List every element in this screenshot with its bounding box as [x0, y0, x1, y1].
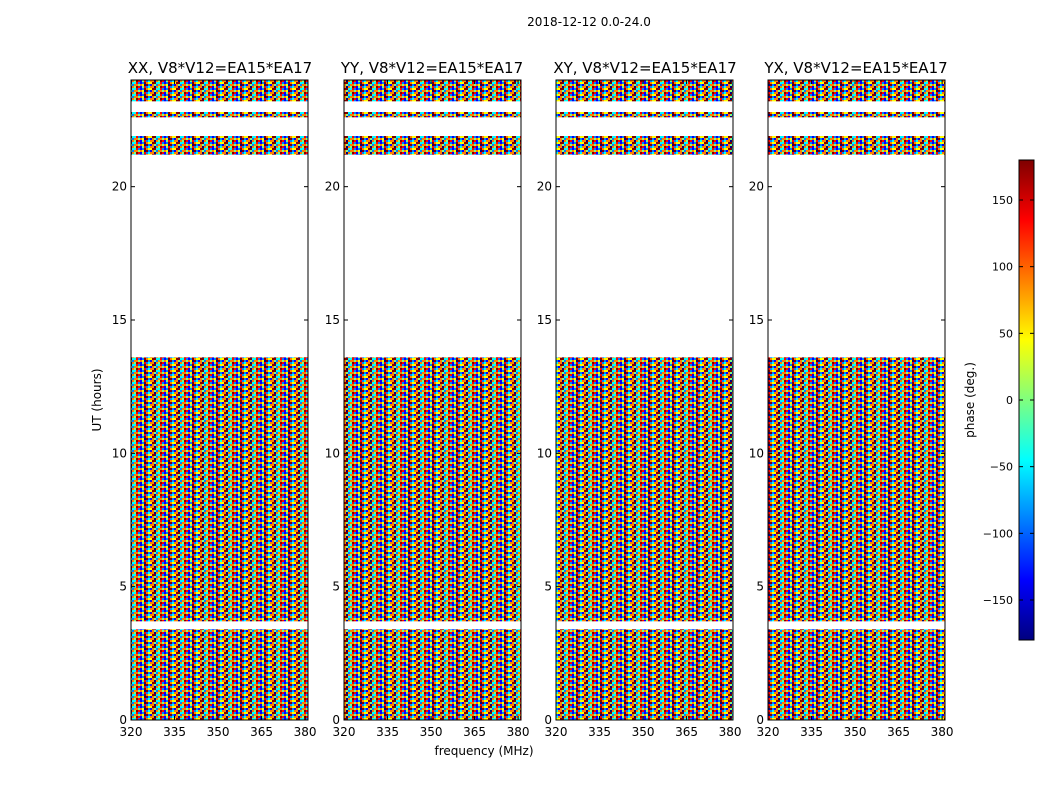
y-tick-label: 5: [119, 580, 127, 594]
y-tick-label: 0: [756, 713, 764, 727]
y-tick-label: 10: [112, 446, 127, 460]
x-tick-label: 380: [719, 725, 742, 739]
x-tick-label: 365: [463, 725, 486, 739]
colorbar-tick-label: 150: [992, 194, 1013, 207]
x-tick-label: 335: [163, 725, 186, 739]
data-band: [768, 357, 945, 622]
data-band: [131, 112, 308, 118]
panel-yy: YY, V8*V12=EA15*EA17: [340, 59, 523, 77]
data-band: [556, 136, 733, 155]
x-tick-label: 350: [420, 725, 443, 739]
y-tick-label: 15: [112, 313, 127, 327]
x-tick-label: 380: [294, 725, 317, 739]
data-band: [131, 357, 308, 622]
colorbar-tick-label: −50: [990, 461, 1013, 474]
y-tick-label: 15: [537, 313, 552, 327]
panel-xx: XX, V8*V12=EA15*EA17: [128, 59, 312, 77]
data-band: [131, 80, 308, 102]
data-band: [344, 112, 521, 118]
data-band: [131, 136, 308, 155]
axes-frame: [130, 79, 309, 721]
x-tick-label: 365: [887, 725, 910, 739]
data-band: [768, 80, 945, 102]
panel-title: YY, V8*V12=EA15*EA17: [340, 59, 523, 77]
x-tick-label: 380: [507, 725, 530, 739]
y-tick-label: 20: [749, 180, 764, 194]
y-tick-label: 0: [544, 713, 552, 727]
panel-1-axes: 0 5 10 15 20 320 335 350 365 380: [325, 79, 530, 739]
panel-0-axes: 0 5 10 15 20 320 335 350 365 380: [112, 79, 317, 739]
data-band: [768, 629, 945, 720]
y-tick-label: 10: [325, 446, 340, 460]
x-tick-label: 380: [931, 725, 954, 739]
y-tick-label: 20: [325, 180, 340, 194]
y-tick-label: 20: [112, 180, 127, 194]
plots-layer: 0 5 10 15 20 320 335 350 365 380 0 5 10 15 20 320 335 350…: [112, 79, 954, 739]
y-tick-label: 10: [749, 446, 764, 460]
axes-frame: [555, 79, 734, 721]
colorbar-ticks: −150 −100 −50 0 50 100 150: [983, 194, 1034, 607]
y-axis-label: UT (hours): [90, 368, 104, 431]
colorbar-tick-label: −100: [983, 527, 1013, 540]
data-band: [768, 136, 945, 155]
data-band: [768, 112, 945, 118]
data-band: [131, 629, 308, 720]
panel-3-axes: 0 5 10 15 20 320 335 350 365 380: [749, 79, 954, 739]
data-band: [344, 136, 521, 155]
figure-suptitle: 2018-12-12 0.0-24.0: [527, 15, 651, 29]
x-tick-label: 365: [675, 725, 698, 739]
data-band: [556, 112, 733, 118]
y-tick-label: 15: [325, 313, 340, 327]
colorbar-tick-label: 50: [999, 327, 1013, 340]
data-band: [556, 80, 733, 102]
y-tick-label: 0: [332, 713, 340, 727]
panel-title: XX, V8*V12=EA15*EA17: [128, 59, 312, 77]
x-tick-label: 365: [250, 725, 273, 739]
y-tick-label: 5: [332, 580, 340, 594]
x-tick-label: 335: [588, 725, 611, 739]
y-tick-label: 15: [749, 313, 764, 327]
axes-frame: [767, 79, 946, 721]
y-tick-label: 0: [119, 713, 127, 727]
panel-xy: XY, V8*V12=EA15*EA17: [553, 59, 736, 77]
panel-title: YX, V8*V12=EA15*EA17: [763, 59, 947, 77]
colorbar-label: phase (deg.): [963, 362, 977, 438]
panel-yx: YX, V8*V12=EA15*EA17: [763, 59, 947, 77]
x-tick-label: 320: [545, 725, 568, 739]
x-tick-label: 350: [632, 725, 655, 739]
y-tick-label: 20: [537, 180, 552, 194]
y-tick-label: 10: [537, 446, 552, 460]
x-tick-label: 320: [333, 725, 356, 739]
colorbar: −150 −100 −50 0 50 100 150 phase (deg.): [963, 159, 1035, 641]
x-tick-label: 350: [207, 725, 230, 739]
colorbar-tick-label: 100: [992, 261, 1013, 274]
axes-frame: [343, 79, 522, 721]
data-band: [556, 629, 733, 720]
x-tick-label: 320: [120, 725, 143, 739]
data-band: [556, 357, 733, 622]
panel-title: XY, V8*V12=EA15*EA17: [553, 59, 736, 77]
data-band: [344, 357, 521, 622]
colorbar-tick-label: 0: [1006, 394, 1013, 407]
colorbar-tick-label: −150: [983, 594, 1013, 607]
data-band: [344, 629, 521, 720]
panel-2-axes: 0 5 10 15 20 320 335 350 365 380: [537, 79, 742, 739]
x-axis-label: frequency (MHz): [434, 744, 533, 758]
x-tick-label: 335: [376, 725, 399, 739]
y-tick-label: 5: [756, 580, 764, 594]
data-band: [344, 80, 521, 102]
x-tick-label: 350: [844, 725, 867, 739]
y-tick-label: 5: [544, 580, 552, 594]
x-tick-label: 320: [757, 725, 780, 739]
x-tick-label: 335: [800, 725, 823, 739]
